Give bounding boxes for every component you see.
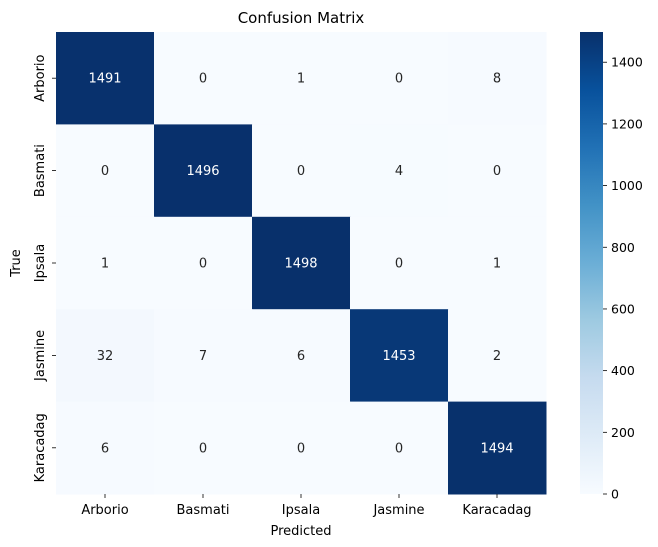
heatmap-cell xyxy=(252,216,351,310)
heatmap-cell xyxy=(154,309,253,403)
heatmap-cell xyxy=(154,216,253,310)
heatmap-cell xyxy=(448,216,547,310)
colorbar-tick-label: 800 xyxy=(611,240,635,255)
cell-value: 0 xyxy=(199,72,207,87)
heatmap-cell xyxy=(448,124,547,218)
heatmap-cell xyxy=(252,309,351,403)
cell-value: 8 xyxy=(493,72,501,87)
x-tick-label: Jasmine xyxy=(372,503,424,518)
heatmap-cell xyxy=(350,32,449,125)
cell-value: 1496 xyxy=(186,164,219,179)
heatmap-cell xyxy=(154,124,253,218)
colorbar-tick-label: 1400 xyxy=(611,55,643,70)
cell-value: 0 xyxy=(493,164,501,179)
x-tick-label: Ipsala xyxy=(282,503,320,518)
cell-value: 4 xyxy=(395,164,403,179)
cell-value: 0 xyxy=(297,441,305,456)
x-tick-label: Arborio xyxy=(81,503,128,518)
heatmap-cell xyxy=(56,401,155,495)
cell-value: 1453 xyxy=(382,349,415,364)
y-axis-label: True xyxy=(9,249,24,278)
cell-value: 1494 xyxy=(480,441,513,456)
cell-value: 1 xyxy=(297,72,305,87)
colorbar-tick-label: 600 xyxy=(611,301,635,316)
cell-value: 0 xyxy=(297,164,305,179)
y-tick-label: Arborio xyxy=(33,54,48,101)
heatmap-cell xyxy=(448,401,547,495)
cell-value: 6 xyxy=(297,349,305,364)
colorbar-tick-label: 0 xyxy=(611,487,619,502)
colorbar-tick-label: 400 xyxy=(611,363,635,378)
y-tick-label: Ipsala xyxy=(33,244,48,282)
heatmap-cell xyxy=(448,309,547,403)
cell-value: 0 xyxy=(395,441,403,456)
heatmap-cells xyxy=(56,32,547,495)
cell-value: 32 xyxy=(97,349,114,364)
heatmap-cell xyxy=(56,124,155,218)
heatmap-cell xyxy=(350,216,449,310)
cell-value: 0 xyxy=(395,72,403,87)
heatmap-cell xyxy=(448,32,547,125)
chart-title: Confusion Matrix xyxy=(238,9,365,27)
colorbar xyxy=(580,32,603,494)
cell-value: 0 xyxy=(101,164,109,179)
colorbar-tick-label: 200 xyxy=(611,425,635,440)
x-axis-label: Predicted xyxy=(270,524,331,539)
colorbar-tick-label: 1000 xyxy=(611,178,643,193)
heatmap-cell xyxy=(56,309,155,403)
cell-value: 1 xyxy=(493,257,501,272)
heatmap-cell xyxy=(154,32,253,125)
y-tick-label: Basmati xyxy=(33,144,48,197)
y-tick-label: Jasmine xyxy=(33,330,48,382)
heatmap-cell xyxy=(252,401,351,495)
cell-value: 6 xyxy=(101,441,109,456)
colorbar-tick-label: 1200 xyxy=(611,116,643,131)
cell-value: 2 xyxy=(493,349,501,364)
cell-value: 7 xyxy=(199,349,207,364)
cell-value: 1 xyxy=(101,257,109,272)
heatmap-cell xyxy=(252,124,351,218)
cell-value: 1491 xyxy=(88,72,121,87)
x-tick-label: Karacadag xyxy=(462,503,531,518)
cell-value: 0 xyxy=(199,441,207,456)
y-axis-ticks: Arborio Basmati Ipsala Jasmine Karacadag xyxy=(33,54,56,482)
y-tick-label: Karacadag xyxy=(33,413,48,482)
heatmap-cell xyxy=(56,32,155,125)
x-tick-label: Basmati xyxy=(177,503,230,518)
heatmap-cell xyxy=(350,124,449,218)
colorbar-ticks: 0 200 400 600 800 1000 1200 1400 xyxy=(603,55,643,502)
heatmap-cell xyxy=(350,309,449,403)
cell-value: 1498 xyxy=(284,257,317,272)
heatmap-cell xyxy=(154,401,253,495)
colorbar-gradient xyxy=(580,32,603,494)
cell-value: 0 xyxy=(199,257,207,272)
heatmap-cell xyxy=(252,32,351,125)
x-axis-ticks: Arborio Basmati Ipsala Jasmine Karacadag xyxy=(81,494,532,518)
cell-value: 0 xyxy=(395,257,403,272)
heatmap-cell xyxy=(56,216,155,310)
heatmap-cell xyxy=(350,401,449,495)
cell-annotations: 1491 0 1 0 8 0 1496 0 4 0 1 0 1498 0 1 32 7 6 1453 2 6 0 0 0 149… xyxy=(88,72,513,457)
